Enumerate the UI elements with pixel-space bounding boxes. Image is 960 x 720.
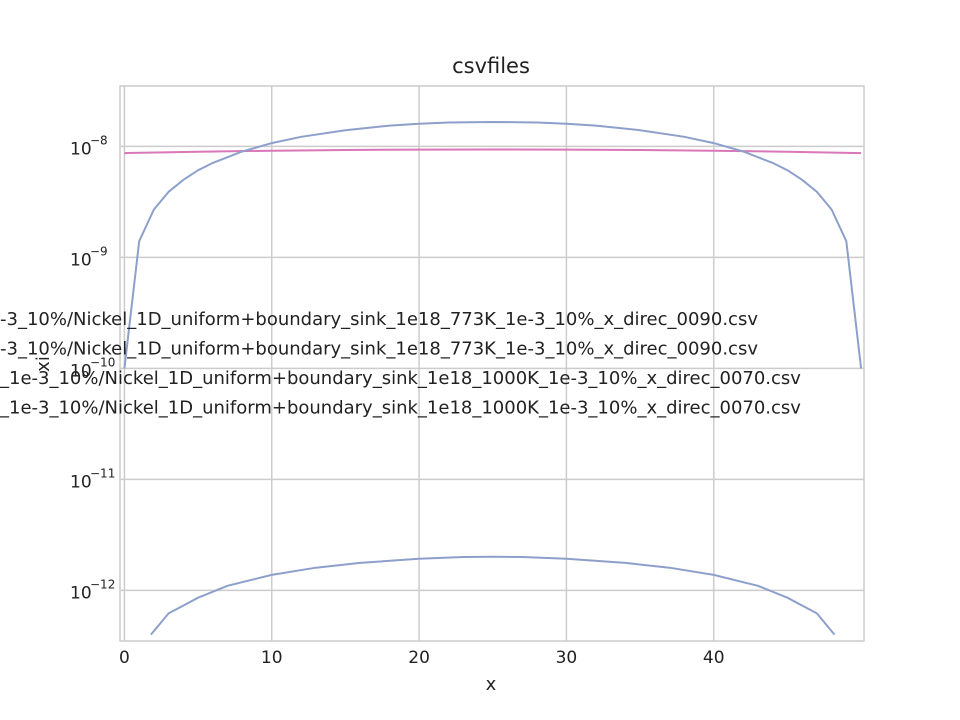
y-tick-label: 10−8 bbox=[70, 133, 108, 159]
x-axis-label: x bbox=[486, 674, 497, 695]
y-tick-exponent: −9 bbox=[90, 244, 108, 258]
y-tick-base: 10 bbox=[70, 139, 92, 159]
x-tick-label: 0 bbox=[119, 648, 130, 668]
x-tick-label: 20 bbox=[408, 648, 430, 668]
series-line-2 bbox=[123, 120, 863, 369]
x-tick-label: 40 bbox=[703, 648, 725, 668]
legend-entry: -3_10%/Nickel_1D_uniform+boundary_sink_1… bbox=[0, 309, 758, 330]
legend-entry: _1e-3_10%/Nickel_1D_uniform+boundary_sin… bbox=[0, 368, 801, 389]
y-tick-label: 10−12 bbox=[70, 577, 115, 603]
legend-entry: -3_10%/Nickel_1D_uniform+boundary_sink_1… bbox=[0, 339, 758, 360]
legend: -3_10%/Nickel_1D_uniform+boundary_sink_1… bbox=[0, 309, 801, 419]
y-tick-base: 10 bbox=[70, 472, 92, 492]
y-tick-exponent: −11 bbox=[90, 466, 115, 480]
plot-frame bbox=[119, 85, 865, 642]
y-tick-exponent: −8 bbox=[90, 133, 108, 147]
x-tick-label: 10 bbox=[261, 648, 283, 668]
y-axis-label: xi bbox=[33, 356, 54, 372]
series-layer bbox=[123, 120, 863, 636]
grid bbox=[120, 86, 864, 641]
y-tick-label: 10−10 bbox=[70, 355, 115, 381]
y-tick-base: 10 bbox=[70, 583, 92, 603]
y-tick-label: 10−9 bbox=[70, 244, 108, 270]
legend-entry: _1e-3_10%/Nickel_1D_uniform+boundary_sin… bbox=[0, 398, 801, 419]
x-axis-ticks: 0 10 20 30 40 bbox=[119, 648, 725, 668]
y-tick-base: 10 bbox=[70, 250, 92, 270]
y-tick-exponent: −10 bbox=[90, 355, 115, 369]
series-line-3 bbox=[150, 555, 836, 636]
y-tick-exponent: −12 bbox=[90, 577, 115, 591]
x-tick-label: 30 bbox=[556, 648, 578, 668]
y-tick-label: 10−11 bbox=[70, 466, 115, 492]
chart-title: csvfiles bbox=[452, 54, 530, 78]
y-tick-base: 10 bbox=[70, 361, 92, 381]
